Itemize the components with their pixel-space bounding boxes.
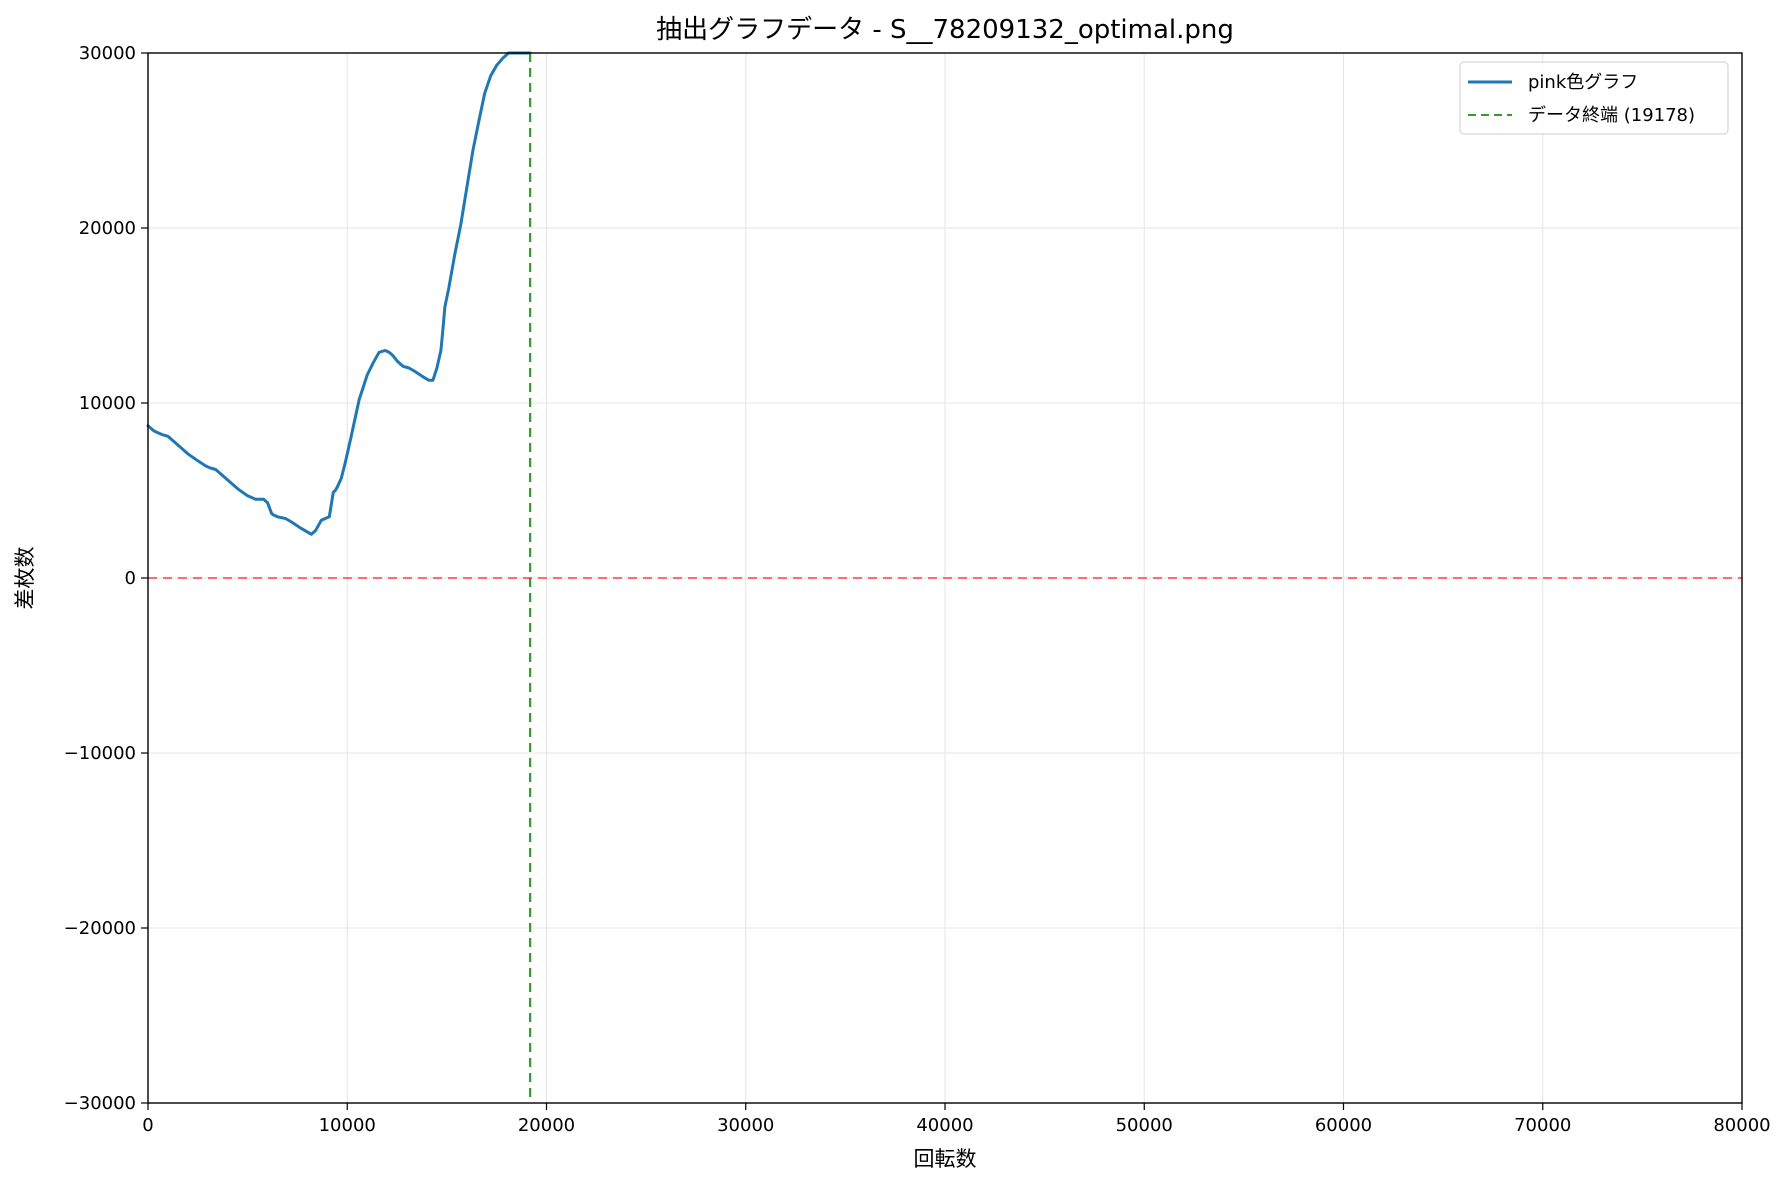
legend-frame: [1459, 61, 1729, 135]
x-tick-label: 70000: [1514, 1115, 1571, 1136]
legend-label-data-end: データ終端 (19178): [1528, 105, 1695, 126]
legend: pink色グラフ データ終端 (19178): [1459, 61, 1729, 135]
y-tick-label: 20000: [79, 218, 136, 239]
y-tick-label: 10000: [79, 393, 136, 414]
y-tick-label: 0: [125, 568, 136, 589]
x-tick-label: 10000: [319, 1115, 376, 1136]
y-tick-label: −20000: [64, 918, 136, 939]
x-tick-label: 20000: [518, 1115, 575, 1136]
plot-lines: [146, 51, 1742, 1103]
x-tick-label: 40000: [916, 1115, 973, 1136]
x-tick-label: 80000: [1713, 1115, 1770, 1136]
y-axis-label: 差枚数: [13, 547, 37, 610]
chart-title: 抽出グラフデータ - S__78209132_optimal.png: [656, 15, 1234, 45]
x-axis-label: 回転数: [914, 1147, 977, 1171]
y-tick-label: −30000: [64, 1093, 136, 1114]
legend-label-pink-series: pink色グラフ: [1528, 72, 1638, 93]
x-tick-label: 30000: [717, 1115, 774, 1136]
y-tick-label: 30000: [79, 43, 136, 64]
x-tick-label: 60000: [1315, 1115, 1372, 1136]
y-tick-label: −10000: [64, 743, 136, 764]
x-tick-label: 50000: [1116, 1115, 1173, 1136]
ticks: 0 10000 20000 30000 40000 50000 60000 70000 8000…: [64, 43, 1771, 1136]
x-tick-label: 0: [142, 1115, 153, 1136]
pink-series-line: [146, 51, 532, 536]
